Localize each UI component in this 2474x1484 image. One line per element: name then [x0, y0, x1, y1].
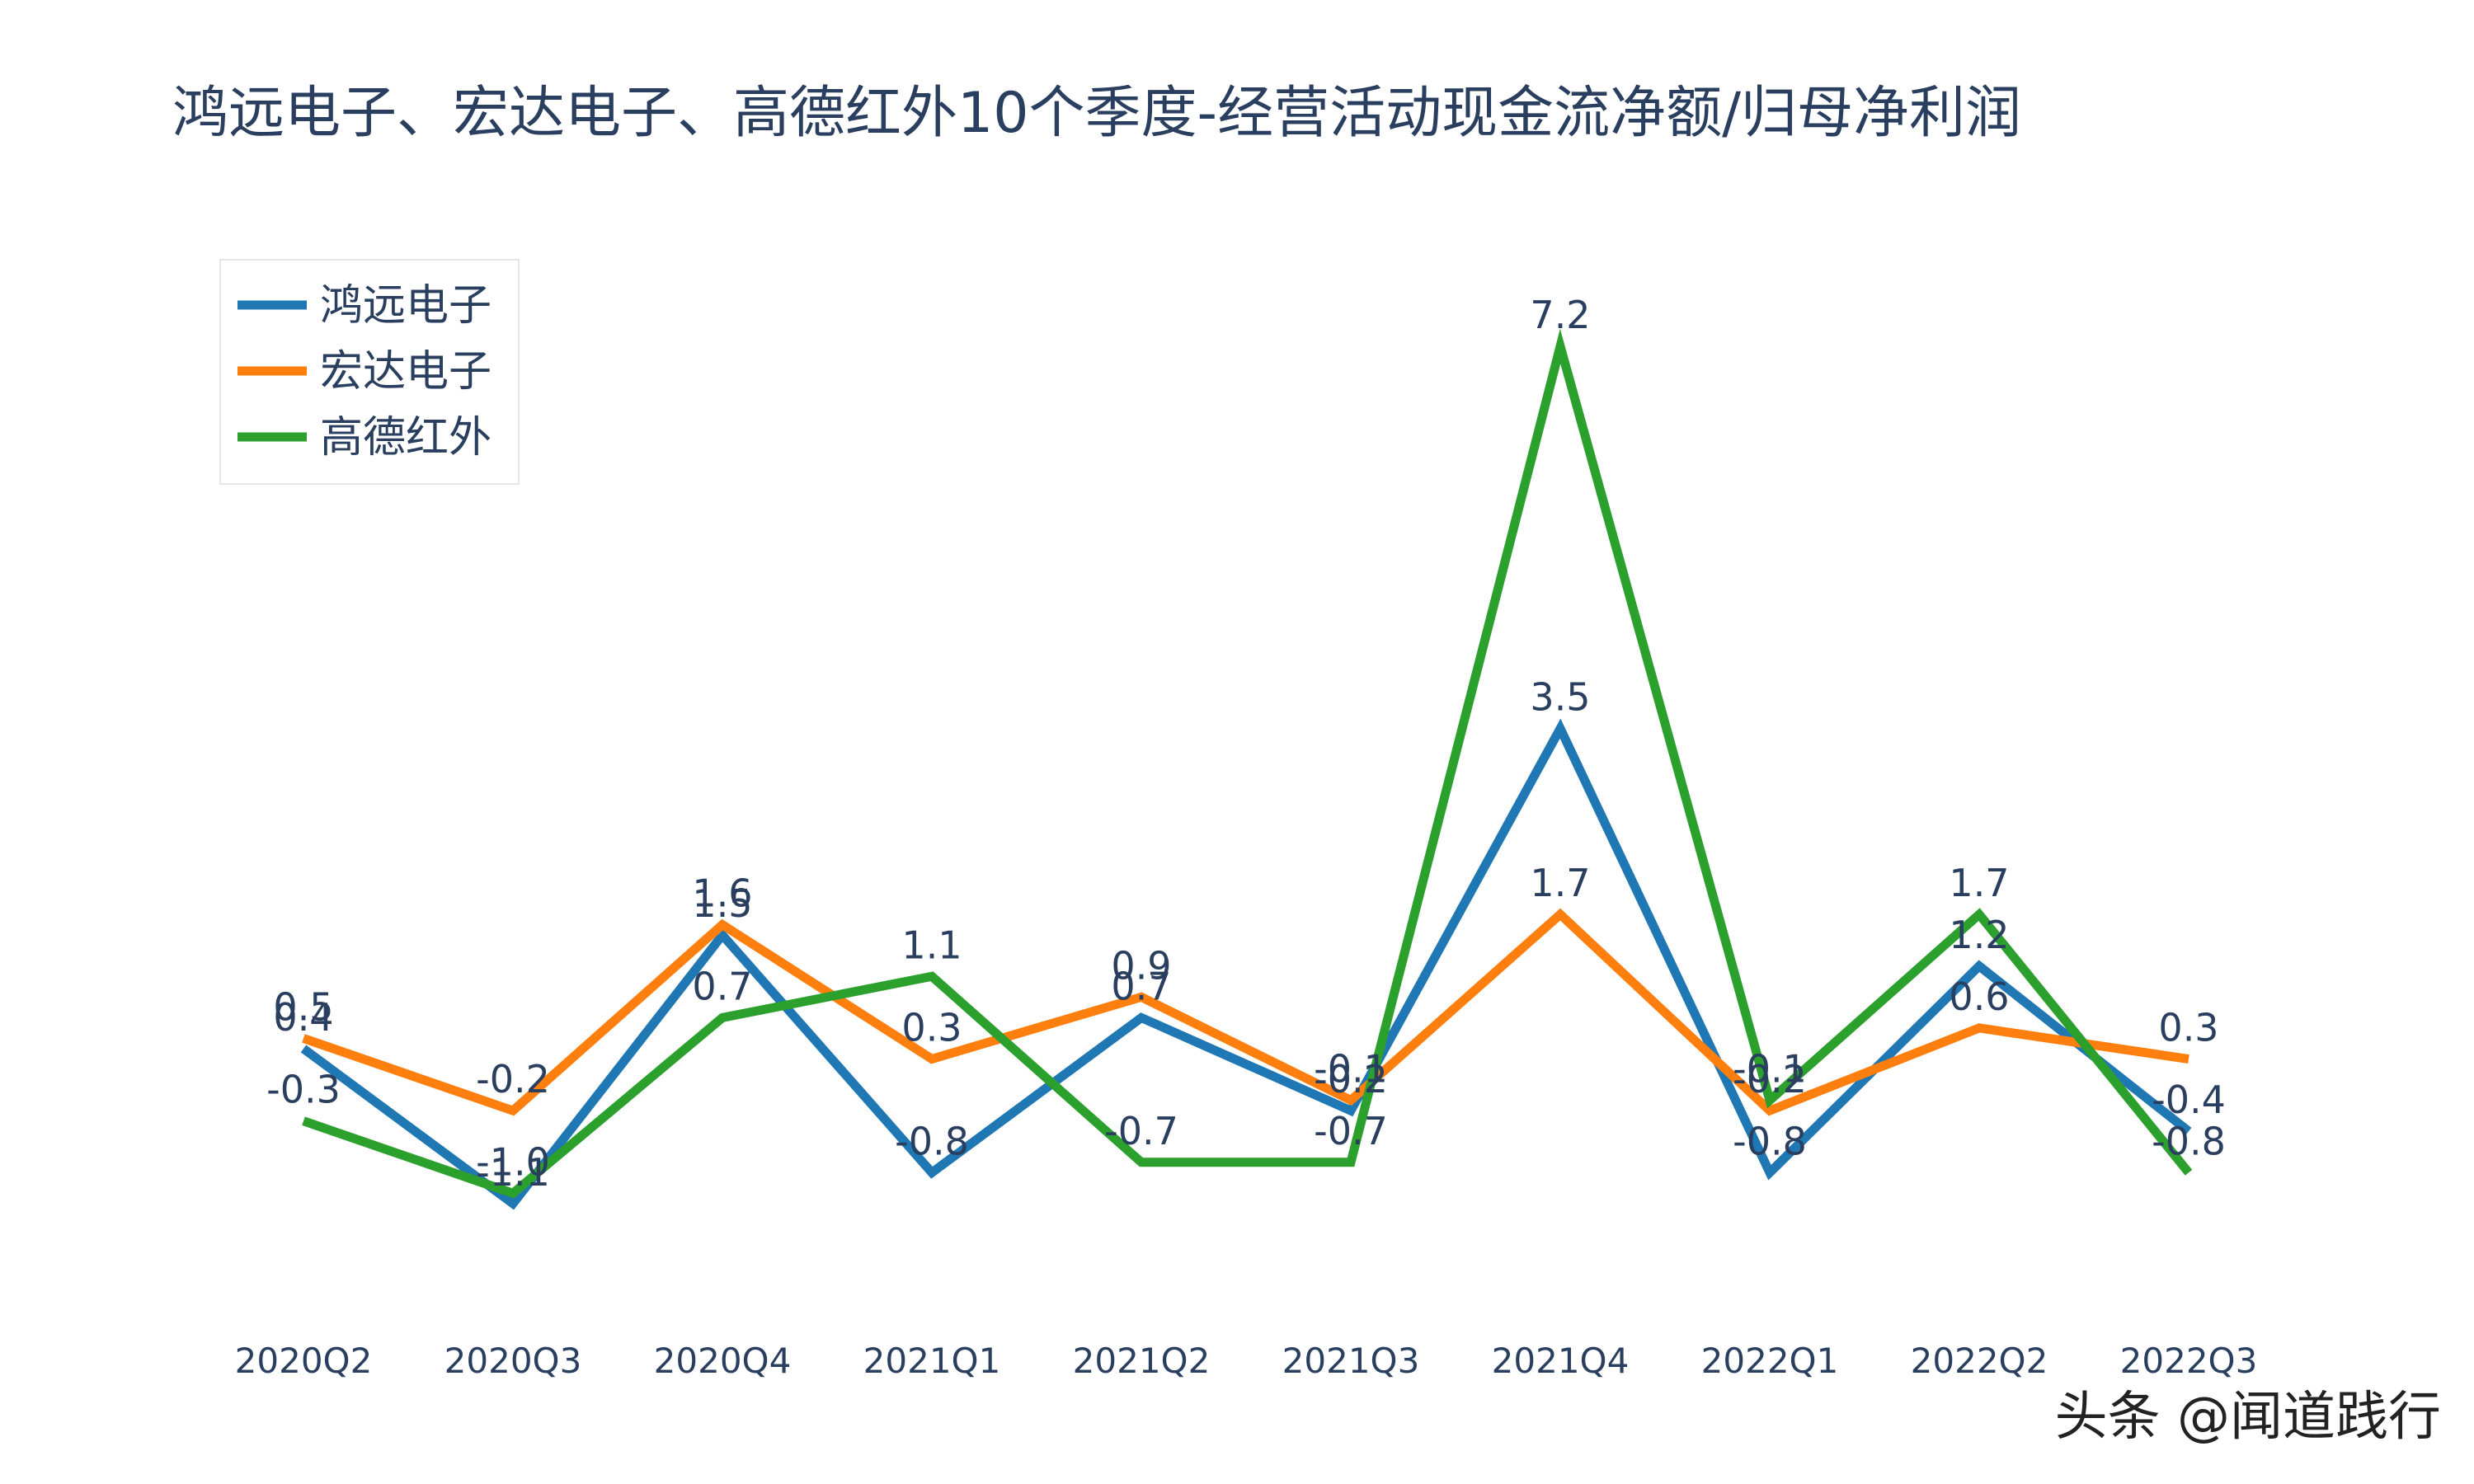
- data-label: 0.7: [692, 964, 752, 1008]
- data-label: -0.2: [476, 1057, 550, 1101]
- x-tick-label: 2021Q4: [1492, 1341, 1630, 1381]
- x-tick-label: 2021Q2: [1073, 1341, 1211, 1381]
- data-label: 0.3: [2158, 1006, 2218, 1050]
- data-label: -0.7: [1104, 1109, 1178, 1153]
- x-tick-label: 2022Q1: [1701, 1341, 1839, 1381]
- chart-title: 鸿远电子、宏达电子、高德红外10个季度-经营活动现金流净额/归母净利润: [172, 81, 2021, 146]
- data-label: 1.2: [1949, 913, 2009, 957]
- data-label: -0.2: [1314, 1057, 1388, 1101]
- data-label: 1.6: [692, 871, 752, 916]
- series-line-2: [302, 328, 2193, 1199]
- legend-item-label[interactable]: 高德红外: [320, 413, 492, 463]
- data-label: -0.8: [1733, 1119, 1807, 1163]
- watermark: 头条 @闻道践行: [2055, 1387, 2441, 1448]
- data-label: 3.5: [1530, 675, 1590, 720]
- x-tick-label: 2020Q3: [444, 1341, 582, 1381]
- data-label: -0.1: [1314, 1047, 1388, 1092]
- data-label: -0.3: [266, 1068, 341, 1112]
- data-label: -0.2: [1733, 1057, 1807, 1101]
- data-label: -0.8: [2152, 1119, 2226, 1163]
- data-label: -0.1: [1733, 1047, 1807, 1092]
- legend-item-label[interactable]: 鸿远电子: [320, 281, 492, 331]
- data-label: 1.1: [901, 923, 962, 967]
- data-label: 7.2: [1530, 293, 1590, 337]
- data-label: 0.6: [1949, 974, 2009, 1019]
- data-label: 1.5: [692, 881, 752, 926]
- data-label: -0.4: [2152, 1078, 2226, 1122]
- data-label: 1.7: [1949, 861, 2009, 905]
- plot-area: 0.4 -1.1 1.5 -0.8 0.7 -0.2 3.5 -0.8 1.2 -0.4 0.5 -0…: [266, 293, 2226, 1210]
- data-label: -0.8: [895, 1119, 969, 1163]
- data-label: 0.9: [1111, 943, 1171, 988]
- x-tick-label: 2022Q2: [1911, 1341, 2048, 1381]
- data-label: -1.1: [476, 1150, 550, 1195]
- data-label: 1.7: [1530, 861, 1590, 905]
- x-axis: 2020Q2 2020Q3 2020Q4 2021Q1 2021Q2 2021Q3 2021…: [235, 1341, 2258, 1381]
- data-label: 0.7: [1111, 964, 1171, 1008]
- data-label: -1.0: [476, 1139, 550, 1184]
- x-tick-label: 2020Q2: [235, 1341, 373, 1381]
- legend-item-label[interactable]: 宏达电子: [320, 347, 492, 397]
- x-tick-label: 2021Q3: [1282, 1341, 1420, 1381]
- data-label: -0.7: [1314, 1109, 1388, 1153]
- data-label: 0.5: [273, 984, 333, 1029]
- x-tick-label: 2021Q1: [863, 1341, 1001, 1381]
- x-tick-label: 2022Q3: [2120, 1341, 2258, 1381]
- x-tick-label: 2020Q4: [654, 1341, 792, 1381]
- data-label: 0.4: [273, 995, 333, 1040]
- data-label: 0.3: [901, 1006, 962, 1050]
- series-line-1: [302, 908, 2189, 1116]
